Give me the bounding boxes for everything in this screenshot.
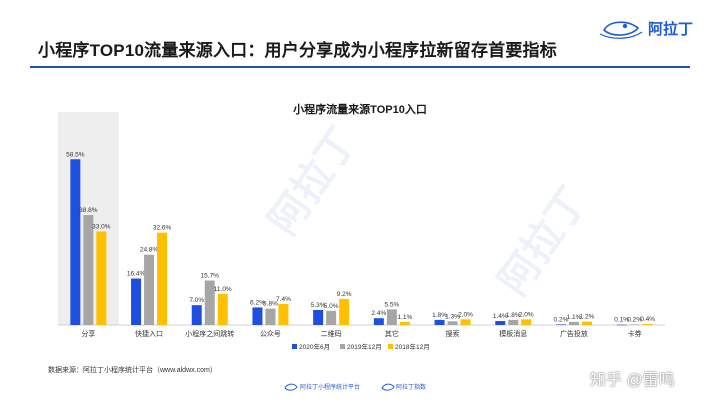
x-tick-label: 快捷入口: [135, 329, 163, 338]
data-label: 1.1%: [397, 314, 412, 321]
x-tick-label: 公众号: [260, 330, 281, 338]
bar-3-6: [399, 321, 410, 325]
bar-2-2: [144, 254, 155, 325]
x-tick-label: 二维码: [321, 329, 342, 338]
x-tick-label: 小程序之间跳转: [185, 329, 234, 338]
bar-3-10: [642, 323, 653, 325]
data-label: 24.8%: [140, 247, 159, 254]
data-label: 0.2%: [554, 316, 569, 323]
bar-1-4: [252, 307, 263, 325]
data-label: 1.2%: [580, 314, 595, 321]
bar-2-10: [629, 324, 640, 326]
data-label: 0.1%: [614, 317, 629, 324]
bar-2-1: [83, 215, 94, 325]
x-tick-label: 广告投放: [560, 329, 588, 338]
bar-3-8: [521, 319, 532, 325]
bar-1-8: [495, 321, 506, 325]
data-label: 2.0%: [519, 311, 534, 318]
brand-logo: [598, 16, 710, 42]
bar-1-1: [70, 159, 81, 325]
x-tick-label: 分享: [81, 329, 95, 338]
legend-label: 2020年6月: [299, 342, 330, 351]
bar-1-3: [191, 305, 202, 325]
data-label: 6.2%: [250, 299, 265, 306]
bar-2-7: [447, 321, 458, 325]
footer-index-label: 阿拉丁指数: [396, 385, 427, 391]
data-label: 5.0%: [324, 303, 339, 310]
data-label: 2.4%: [371, 310, 386, 317]
bar-3-9: [581, 321, 592, 325]
bar-3-3: [217, 293, 228, 325]
bar-2-4: [265, 308, 276, 325]
bar-3-4: [278, 304, 289, 325]
bar-1-9: [555, 324, 566, 326]
footer-platform-label: 阿拉丁小程序统计平台: [300, 385, 361, 391]
data-label: 1.3%: [445, 313, 460, 320]
bar-1-2: [131, 278, 142, 325]
zhihu-watermark: 知乎 @雷鸣: [590, 372, 675, 389]
data-label: 2.0%: [458, 311, 473, 318]
data-label: 5.5%: [384, 301, 399, 308]
data-label: 15.7%: [201, 273, 220, 280]
data-label: 5.3%: [311, 302, 326, 309]
x-tick-label: 模板消息: [499, 329, 527, 338]
bar-3-7: [460, 319, 471, 325]
x-tick-label: 卡券: [628, 329, 642, 338]
data-label: 9.2%: [337, 291, 352, 298]
data-label: 32.6%: [153, 225, 172, 232]
data-label: 7.4%: [276, 296, 291, 303]
data-label: 16.4%: [127, 271, 146, 278]
data-label: 5.8%: [263, 301, 278, 308]
data-label: 11.0%: [214, 286, 232, 293]
bar-3-1: [96, 231, 107, 325]
data-label: 58.5%: [66, 151, 85, 158]
x-tick-label: 其它: [385, 329, 399, 338]
bar-2-6: [386, 309, 397, 325]
data-label: 38.8%: [79, 207, 98, 214]
bar-1-5: [313, 309, 324, 325]
bar-2-3: [204, 280, 215, 325]
page-title: 小程序TOP10流量来源入口：用户分享成为小程序拉新留存首要指标: [38, 41, 557, 60]
x-tick-label: 搜索: [446, 329, 460, 338]
chart-title: 小程序流量来源TOP10入口: [293, 104, 427, 116]
data-source-note: 数据来源：阿拉丁小程序统计平台（www.aldwx.com）: [48, 367, 217, 374]
bar-1-6: [373, 318, 384, 325]
bar-1-7: [434, 319, 445, 325]
bar-2-9: [568, 321, 579, 325]
legend-swatch: [340, 344, 345, 349]
data-label: 0.2%: [627, 316, 642, 323]
bar-1-10: [616, 324, 627, 326]
data-label: 1.8%: [432, 312, 447, 319]
footer-logos: [284, 383, 395, 391]
data-label: 1.8%: [506, 312, 521, 319]
legend-swatch: [388, 344, 393, 349]
data-label: 1.4%: [493, 313, 508, 320]
bar-3-5: [339, 298, 350, 325]
brand-logo-text: 阿拉丁: [648, 21, 694, 38]
legend-label: 2018年12月: [395, 342, 430, 351]
bar-3-2: [157, 232, 168, 325]
data-label: 0.4%: [640, 316, 655, 323]
legend-swatch: [292, 344, 297, 349]
title-rule: [30, 66, 690, 68]
data-label: 7.0%: [189, 297, 204, 304]
bar-2-8: [508, 319, 519, 325]
data-label: 33.0%: [92, 224, 111, 231]
data-label: 1.1%: [567, 314, 582, 321]
legend-label: 2019年12月: [347, 342, 382, 351]
bar-2-5: [326, 310, 337, 325]
